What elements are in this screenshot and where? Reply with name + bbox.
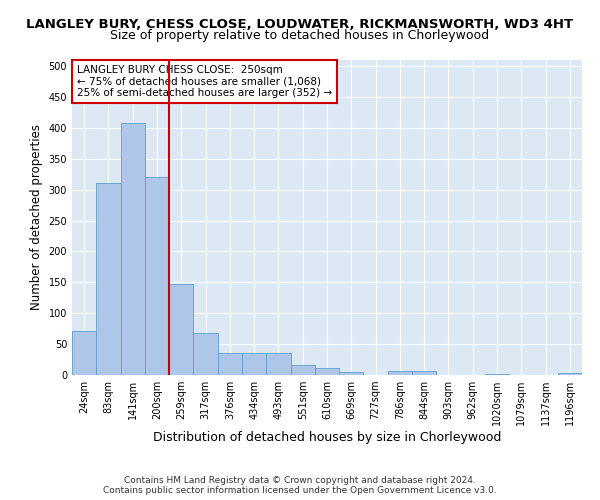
Bar	[558, 373, 582, 375]
Bar	[485, 374, 509, 375]
Bar	[96, 183, 121, 375]
Bar	[412, 372, 436, 375]
Bar	[339, 372, 364, 375]
Text: Contains public sector information licensed under the Open Government Licence v3: Contains public sector information licen…	[103, 486, 497, 495]
Bar	[193, 333, 218, 375]
Bar	[121, 123, 145, 375]
Text: LANGLEY BURY CHESS CLOSE:  250sqm
← 75% of detached houses are smaller (1,068)
2: LANGLEY BURY CHESS CLOSE: 250sqm ← 75% o…	[77, 64, 332, 98]
Bar	[218, 354, 242, 375]
Text: LANGLEY BURY, CHESS CLOSE, LOUDWATER, RICKMANSWORTH, WD3 4HT: LANGLEY BURY, CHESS CLOSE, LOUDWATER, RI…	[26, 18, 574, 30]
Bar	[290, 364, 315, 375]
Bar	[388, 372, 412, 375]
X-axis label: Distribution of detached houses by size in Chorleywood: Distribution of detached houses by size …	[153, 431, 501, 444]
Text: Contains HM Land Registry data © Crown copyright and database right 2024.: Contains HM Land Registry data © Crown c…	[124, 476, 476, 485]
Bar	[242, 354, 266, 375]
Text: Size of property relative to detached houses in Chorleywood: Size of property relative to detached ho…	[110, 28, 490, 42]
Y-axis label: Number of detached properties: Number of detached properties	[30, 124, 43, 310]
Bar	[169, 284, 193, 375]
Bar	[315, 368, 339, 375]
Bar	[266, 354, 290, 375]
Bar	[72, 330, 96, 375]
Bar	[145, 178, 169, 375]
